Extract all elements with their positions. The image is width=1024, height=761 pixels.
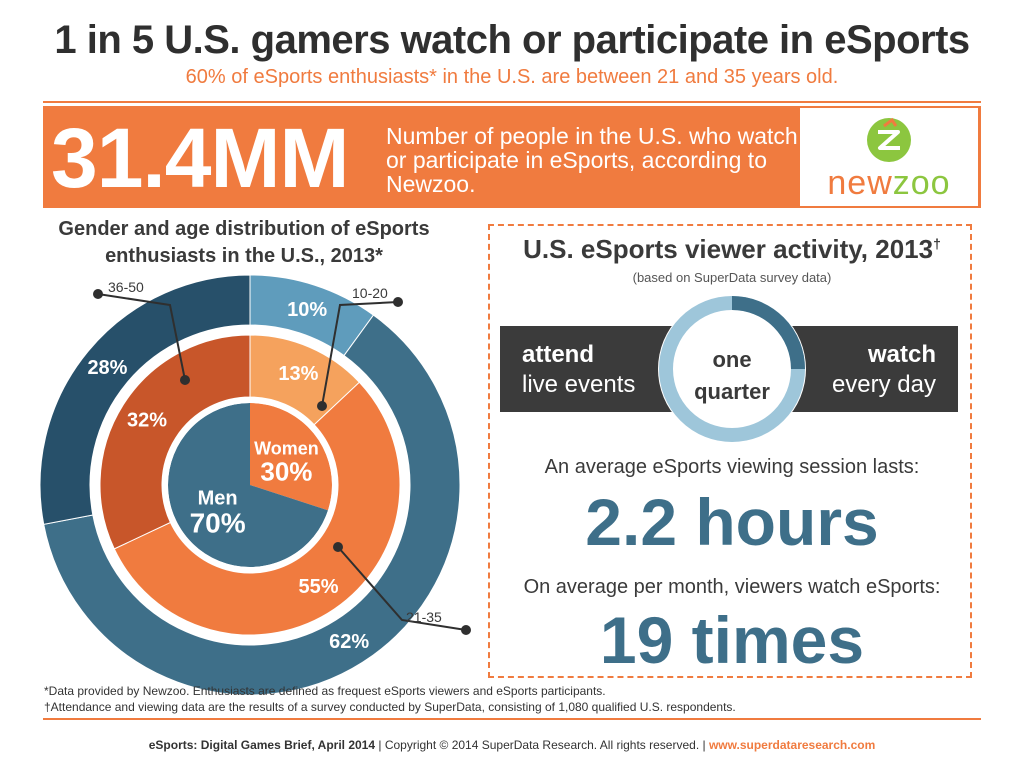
activity-title: U.S. eSports viewer activity, 2013† [490,234,974,265]
outer-ring-divider [91,326,409,644]
watch-text: watch every day [832,340,936,400]
quarter-text-one: one [712,347,751,372]
footnotes: *Data provided by Newzoo. Enthusiasts ar… [44,683,736,715]
watch-bold: watch [867,341,936,368]
activity-title-text: U.S. eSports viewer activity, 2013 [523,234,934,264]
callout-dot-end-1 [393,297,403,307]
logo-text-new: new [827,164,893,202]
page-subtitle: 60% of eSports enthusiasts* in the U.S. … [185,66,839,88]
women-slice [250,403,332,511]
men-age-slice-21-35 [43,314,461,696]
quarter-text-quarter: quarter [694,379,770,404]
footnote-2: †Attendance and viewing data are the res… [44,700,736,714]
quarter-ring-center [676,313,788,425]
newzoo-logo: newzoo [800,108,978,206]
women-age-slice-36-50 [99,334,251,550]
quarter-ring-fill [731,296,805,370]
chart-title: Gender and age distribution of eSports e… [58,218,430,267]
attend-bold: attend [522,341,594,368]
men-age-label-36-50: 28% [87,357,127,379]
one-quarter-ring: one quarter [658,295,806,443]
activity-title-mark: † [933,235,941,252]
page-title: 1 in 5 U.S. gamers watch or participate … [54,18,970,62]
men-value-label: 70% [190,508,246,539]
monthly-value: 19 times [599,603,865,677]
callout-label-21-35: 21-35 [406,609,442,625]
footnote-1: *Data provided by Newzoo. Enthusiasts ar… [44,684,606,698]
women-age-slice-21-35 [113,381,401,636]
banner-big-number: 31.4MM [51,111,349,205]
footer-brief: eSports: Digital Games Brief, April 2014 [148,738,376,752]
viewer-activity-panel: U.S. eSports viewer activity, 2013† (bas… [488,224,972,678]
session-label: An average eSports viewing session lasts… [544,456,920,478]
footer-url-link[interactable]: www.superdataresearch.com [708,738,876,752]
callout-line-1 [321,301,399,407]
women-name-label: Women [254,439,319,459]
monthly-label: On average per month, viewers watch eSpo… [523,576,941,598]
men-age-slice-36-50 [39,274,251,525]
callout-dot-start-2 [333,542,343,552]
bottom-divider [43,718,981,720]
callout-label-36-50: 36-50 [108,279,144,295]
callout-dot-start-0 [180,375,190,385]
session-value: 2.2 hours [585,485,879,559]
top-divider [43,101,981,103]
attend-text: attend live events [522,340,635,400]
watch-sub: every day [831,371,936,398]
attend-sub: live events [522,371,636,398]
callout-dot-start-1 [317,401,327,411]
callout-line-0 [97,293,186,381]
callout-label-10-20: 10-20 [352,285,388,301]
women-age-label-21-35: 55% [299,576,339,598]
logo-text-zoo: zoo [892,164,951,202]
callout-dot-end-2 [461,625,471,635]
newzoo-mark-icon [867,117,911,162]
men-age-label-21-35: 62% [329,631,369,653]
activity-subtitle: (based on SuperData survey data) [632,270,832,285]
newzoo-logo-text: newzoo [800,164,978,203]
men-name-label: Men [198,488,238,510]
women-age-label-36-50: 32% [127,410,167,432]
men-age-label-10-20: 10% [287,299,327,321]
core-divider [164,399,336,571]
women-value-label: 30% [260,457,312,487]
banner-description: Number of people in the U.S. who watch o… [386,123,798,197]
men-slice [168,403,328,567]
women-age-label-10-20: 13% [278,363,318,385]
callout-line-2 [337,546,467,631]
callout-dot-end-0 [93,289,103,299]
footer-copyright: | Copyright © 2014 SuperData Research. A… [378,738,706,752]
footer: eSports: Digital Games Brief, April 2014… [0,738,1024,752]
